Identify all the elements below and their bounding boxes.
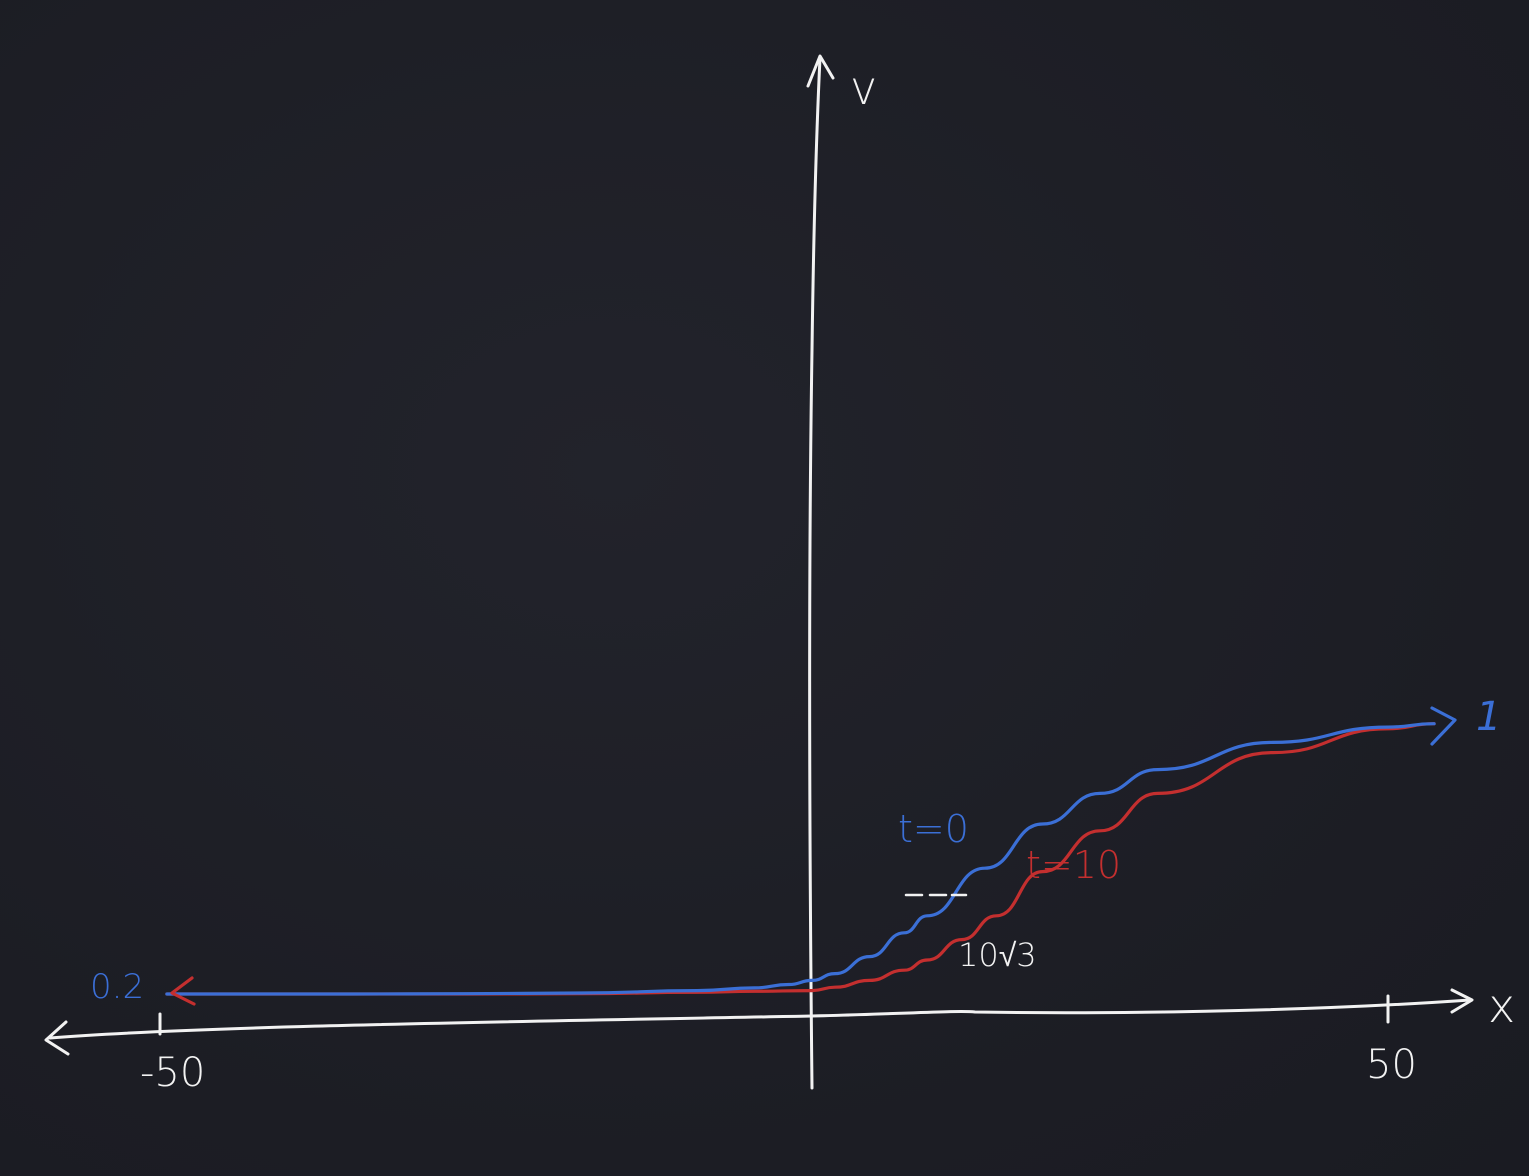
asymptote-label-right: 1 [1476, 694, 1501, 740]
shift-annotation: 10√3 [958, 936, 1037, 974]
y-axis-label: v [850, 61, 877, 115]
x-tick-label-left: -50 [140, 1050, 205, 1096]
y-axis-line [808, 56, 822, 1090]
x-axis-left-arrowhead [44, 1020, 70, 1056]
x-axis-label: x [1488, 979, 1515, 1033]
series-label-t10: t=10 [1026, 843, 1121, 887]
series-right-arrowhead [1430, 706, 1457, 746]
series-left-arrowhead [170, 976, 196, 1006]
series-label-t0: t=0 [898, 807, 969, 851]
asymptote-label-left: 0.2 [90, 967, 144, 1007]
series-line-t10 [165, 722, 1436, 996]
x-tick-label-right: 50 [1366, 1042, 1417, 1088]
y-axis-arrowhead [806, 54, 835, 88]
series-line-t0 [165, 722, 1436, 996]
x-axis-line [48, 998, 1472, 1040]
x-axis-right-arrowhead [1450, 988, 1474, 1014]
